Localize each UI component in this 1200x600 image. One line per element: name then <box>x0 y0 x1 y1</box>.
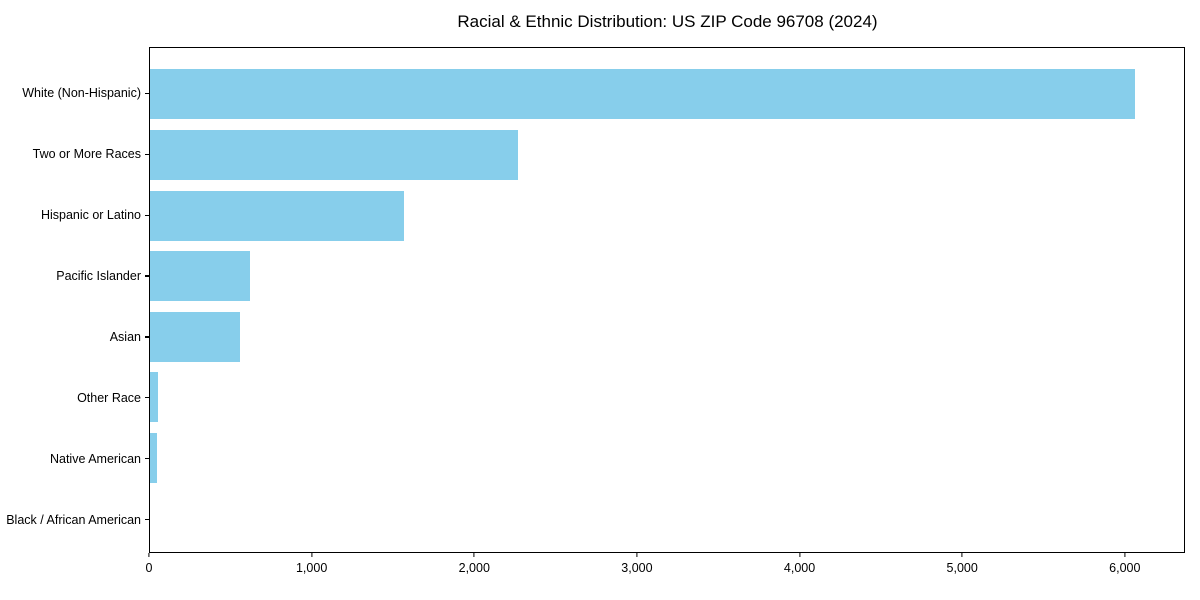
bar <box>150 69 1136 120</box>
bar <box>150 129 519 180</box>
y-axis-row: Hispanic or Latino <box>0 185 149 246</box>
x-tick-mark <box>961 553 963 557</box>
bar-row <box>150 307 1184 368</box>
x-tick-mark <box>473 553 475 557</box>
y-tick-mark <box>145 518 149 521</box>
y-axis-label: White (Non-Hispanic) <box>22 86 141 101</box>
y-axis-row: White (Non-Hispanic) <box>0 63 149 124</box>
y-axis-label: Two or More Races <box>32 147 141 162</box>
y-axis-label: Other Race <box>77 390 141 405</box>
chart-title: Racial & Ethnic Distribution: US ZIP Cod… <box>457 12 878 31</box>
x-tick-mark <box>798 553 801 557</box>
y-tick-mark <box>145 397 149 399</box>
bar-row <box>150 367 1184 428</box>
bar <box>150 311 241 362</box>
y-axis-label: Black / African American <box>6 512 141 527</box>
y-axis-row: Two or More Races <box>0 124 149 185</box>
y-axis-label: Asian <box>109 329 141 344</box>
bar <box>150 433 158 484</box>
y-axis-label: Pacific Islander <box>56 269 141 284</box>
x-tick-mark <box>148 553 150 557</box>
x-tick-label: 5,000 <box>946 561 978 575</box>
y-axis-row: Asian <box>0 307 149 368</box>
y-axis-row: Black / African American <box>0 489 149 550</box>
y-tick-mark <box>145 275 149 277</box>
x-axis: 0 1,000 2,000 3,000 4,000 5,000 6,000 <box>145 553 1185 593</box>
x-tick-label: 6,000 <box>1109 561 1141 575</box>
bar-row <box>150 428 1184 489</box>
x-tick-mark <box>636 553 638 557</box>
y-tick-mark <box>145 336 149 338</box>
bar-row <box>150 185 1184 246</box>
x-tick-label: 2,000 <box>458 561 490 575</box>
bar-row <box>150 64 1184 125</box>
y-axis-row: Pacific Islander <box>0 246 149 307</box>
y-tick-mark <box>145 92 149 95</box>
y-axis-label: Native American <box>49 451 141 466</box>
bar <box>150 251 250 302</box>
y-axis-row: Other Race <box>0 367 149 428</box>
x-tick-label: 3,000 <box>621 561 653 575</box>
y-tick-mark <box>145 214 149 216</box>
bar-row <box>150 488 1184 549</box>
x-tick-mark <box>1124 553 1126 557</box>
x-tick-mark <box>311 553 313 557</box>
bar <box>150 372 158 423</box>
y-axis: White (Non-Hispanic) Two or More Races His… <box>0 47 149 553</box>
y-axis-row: Native American <box>0 428 149 489</box>
x-tick-label: 0 <box>145 561 153 575</box>
x-tick-label: 4,000 <box>783 561 816 575</box>
plot-area <box>149 47 1185 553</box>
y-tick-mark <box>145 153 149 155</box>
bar <box>150 190 405 241</box>
x-tick-label: 1,000 <box>295 561 328 575</box>
bar-row <box>150 246 1184 307</box>
y-tick-mark <box>145 458 149 460</box>
y-axis-label: Hispanic or Latino <box>40 208 141 223</box>
bar-row <box>150 125 1184 186</box>
